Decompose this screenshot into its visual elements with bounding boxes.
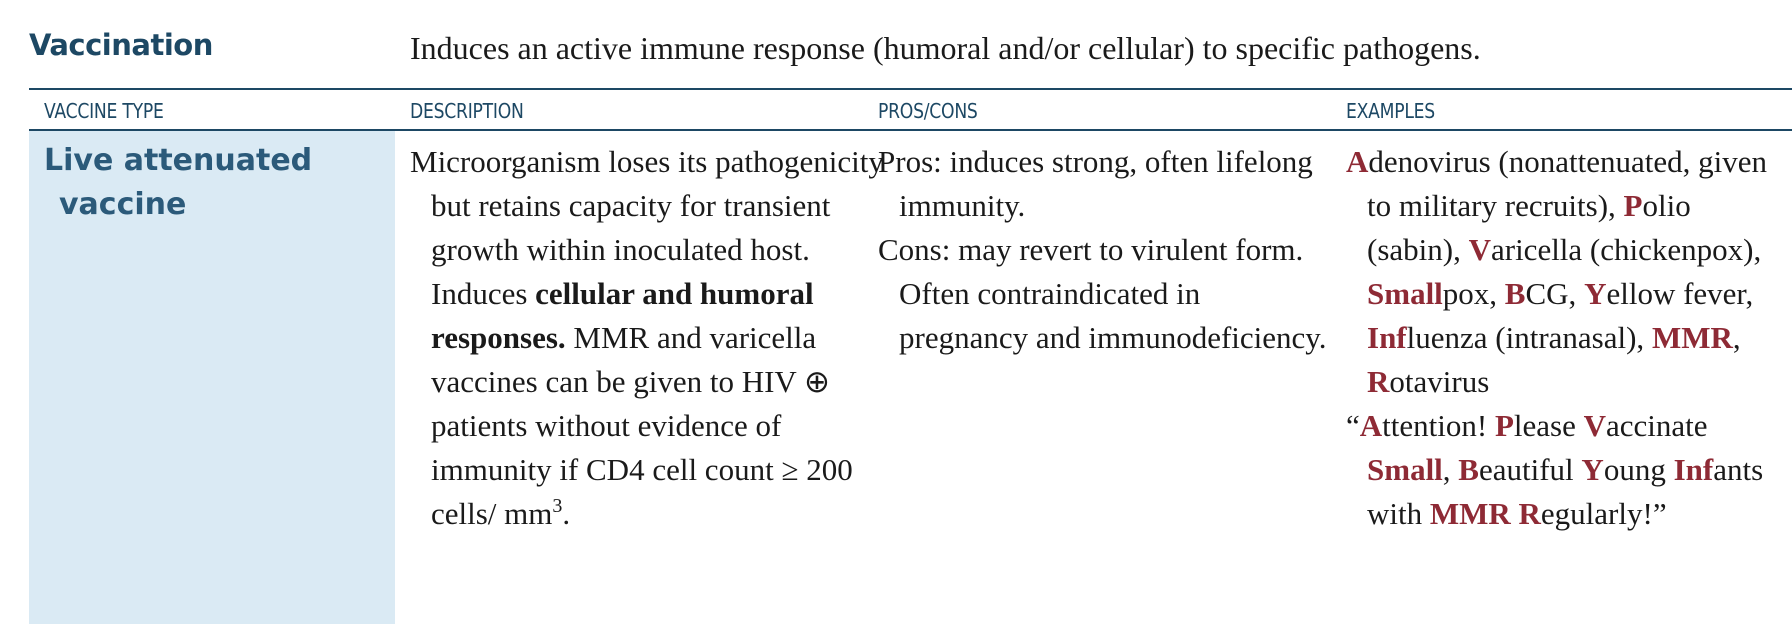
list-text: , [1732,320,1741,355]
mnemonic-mnemonic-letter: B [1458,452,1479,487]
list-mnemonic-letter: P [1623,188,1643,223]
cons-text: Cons: may revert to virulent form. Often… [878,232,1327,355]
column-header-vaccine-type: VACCINE TYPE [44,99,164,123]
list-text: otavirus [1389,364,1490,399]
list-mnemonic-letter: B [1504,276,1526,311]
mnemonic-mnemonic-letter: R [1518,496,1541,531]
pros-cons-cell: Pros: induces strong, often lifelong imm… [878,140,1330,360]
mnemonic-text: oung [1603,452,1674,487]
list-mnemonic-letter: Y [1584,276,1607,311]
vaccine-type-label: Live attenuated vaccine [44,143,313,222]
description-end: . [562,496,571,531]
list-mnemonic-letter: V [1468,232,1491,267]
header-divider [29,129,1792,131]
description-text: Microorganism loses its pathogenicity bu… [410,144,884,311]
vaccine-type-cell [29,131,395,624]
mnemonic-mnemonic-letter: P [1494,408,1514,443]
examples-list: Adenovirus (nonattenuated, given to mili… [1346,140,1792,404]
list-text: ellow fever, [1606,276,1754,311]
description-text-continued: MMR and varicella vaccines can be given … [431,320,853,531]
examples-cell: Adenovirus (nonattenuated, given to mili… [1346,140,1792,536]
list-mnemonic-letter: R [1367,364,1390,399]
mnemonic-mnemonic-letter: Small [1367,452,1443,487]
mnemonic-text: ttention! [1382,408,1495,443]
section-title: Vaccination [29,28,213,62]
list-text: luenza (intranasal), [1406,320,1652,355]
list-mnemonic-letter: MMR [1651,320,1733,355]
mnemonic-text: lease [1513,408,1584,443]
list-text: pox, [1442,276,1505,311]
mnemonic-mnemonic-letter: MMR [1429,496,1511,531]
list-mnemonic-letter: Small [1367,276,1443,311]
description-bold-text: cellular and humoral responses. [431,276,814,355]
mnemonic-mnemonic-letter: V [1583,408,1606,443]
mnemonic-text: accinate [1606,408,1708,443]
list-text: CG, [1525,276,1585,311]
list-text: aricella (chickenpox), [1490,232,1762,267]
mnemonic-text: , [1442,452,1459,487]
pros-text: Pros: induces strong, often lifelong imm… [878,144,1313,223]
column-header-pros-cons: PROS/CONS [878,99,978,123]
mnemonic-text: “ [1346,408,1360,443]
description-cell: Microorganism loses its pathogenicity bu… [410,140,886,536]
mnemonic-text [1511,496,1519,531]
mnemonic-text: eautiful [1478,452,1582,487]
mnemonic-mnemonic-letter: Y [1581,452,1604,487]
table-header-section: Vaccination Induces an active immune res… [0,0,1792,88]
list-mnemonic-letter: Inf [1367,320,1407,355]
mnemonic-mnemonic-letter: A [1359,408,1383,443]
list-text: olio (sabin), [1367,188,1691,267]
list-mnemonic-letter: A [1346,144,1369,179]
top-divider [29,88,1792,90]
mnemonic-text: ants with [1367,452,1764,531]
column-header-description: DESCRIPTION [410,99,524,123]
examples-mnemonic: “Attention! Please Vaccinate Small, Beau… [1346,404,1792,536]
section-description: Induces an active immune response (humor… [410,30,1481,66]
mnemonic-mnemonic-letter: Inf [1673,452,1714,487]
list-text: denovirus (nonattenuated, given to milit… [1367,144,1767,223]
mnemonic-text: egularly!” [1540,496,1667,531]
superscript-exponent: 3 [552,495,563,517]
column-header-examples: EXAMPLES [1346,99,1435,123]
